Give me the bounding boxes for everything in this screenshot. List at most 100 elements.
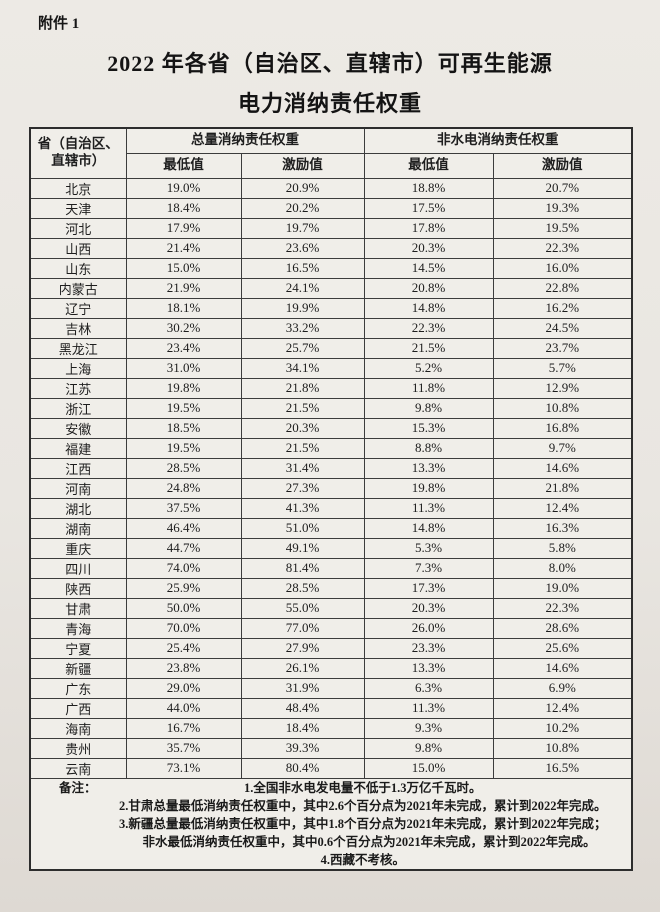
cell-nonhydro-min: 17.8% xyxy=(363,217,494,239)
cell-nonhydro-incentive: 21.8% xyxy=(492,477,633,499)
header-province: 省（自治区、直辖市） xyxy=(29,127,127,179)
cell-total-incentive: 77.0% xyxy=(240,617,365,639)
note-line: 2.甘肃总量最低消纳责任权重中，其中2.6个百分点为2021年未完成，累计到20… xyxy=(119,798,607,813)
cell-total-min: 19.0% xyxy=(125,177,242,199)
cell-province: 甘肃 xyxy=(29,597,127,619)
notes-row: 备注： 1.全国非水电发电量不低于1.3万亿千瓦时。 2.甘肃总量最低消纳责任权重… xyxy=(29,777,633,870)
cell-total-min: 18.5% xyxy=(125,417,242,439)
cell-nonhydro-min: 21.5% xyxy=(363,337,494,359)
cell-nonhydro-incentive: 22.3% xyxy=(492,237,633,259)
cell-nonhydro-incentive: 19.5% xyxy=(492,217,633,239)
header-group-total: 总量消纳责任权重 xyxy=(125,127,365,154)
table-row: 陕西 25.9% 28.5% 17.3% 19.0% xyxy=(29,577,633,599)
table-row: 广西 44.0% 48.4% 11.3% 12.4% xyxy=(29,697,633,719)
cell-nonhydro-min: 15.3% xyxy=(363,417,494,439)
cell-total-incentive: 21.8% xyxy=(240,377,365,399)
table-row: 重庆 44.7% 49.1% 5.3% 5.8% xyxy=(29,537,633,559)
cell-province: 四川 xyxy=(29,557,127,579)
table-row: 福建 19.5% 21.5% 8.8% 9.7% xyxy=(29,437,633,459)
header-nonhydro-min: 最低值 xyxy=(363,152,494,179)
cell-province: 云南 xyxy=(29,757,127,779)
cell-province: 陕西 xyxy=(29,577,127,599)
cell-total-incentive: 20.9% xyxy=(240,177,365,199)
cell-nonhydro-min: 5.2% xyxy=(363,357,494,379)
cell-nonhydro-incentive: 16.8% xyxy=(492,417,633,439)
cell-total-incentive: 26.1% xyxy=(240,657,365,679)
cell-total-incentive: 51.0% xyxy=(240,517,365,539)
header-total-incentive: 激励值 xyxy=(240,152,365,179)
cell-province: 江西 xyxy=(29,457,127,479)
cell-nonhydro-min: 14.8% xyxy=(363,297,494,319)
table-row: 北京 19.0% 20.9% 18.8% 20.7% xyxy=(29,177,633,199)
cell-province: 湖南 xyxy=(29,517,127,539)
cell-nonhydro-min: 7.3% xyxy=(363,557,494,579)
cell-province: 河南 xyxy=(29,477,127,499)
cell-nonhydro-min: 11.8% xyxy=(363,377,494,399)
cell-total-min: 37.5% xyxy=(125,497,242,519)
cell-nonhydro-incentive: 6.9% xyxy=(492,677,633,699)
notes: 备注： 1.全国非水电发电量不低于1.3万亿千瓦时。 2.甘肃总量最低消纳责任权重… xyxy=(33,779,629,869)
cell-nonhydro-min: 18.8% xyxy=(363,177,494,199)
table-row: 浙江 19.5% 21.5% 9.8% 10.8% xyxy=(29,397,633,419)
weights-table: 省（自治区、直辖市） 总量消纳责任权重 非水电消纳责任权重 最低值 激励值 最低… xyxy=(29,127,633,871)
cell-nonhydro-incentive: 12.4% xyxy=(492,497,633,519)
cell-nonhydro-min: 9.8% xyxy=(363,737,494,759)
cell-total-incentive: 27.3% xyxy=(240,477,365,499)
cell-province: 宁夏 xyxy=(29,637,127,659)
cell-nonhydro-incentive: 28.6% xyxy=(492,617,633,639)
cell-province: 广西 xyxy=(29,697,127,719)
cell-province: 上海 xyxy=(29,357,127,379)
cell-nonhydro-incentive: 9.7% xyxy=(492,437,633,459)
cell-total-incentive: 20.2% xyxy=(240,197,365,219)
cell-nonhydro-incentive: 16.5% xyxy=(492,757,633,779)
table-row: 青海 70.0% 77.0% 26.0% 28.6% xyxy=(29,617,633,639)
cell-total-min: 23.4% xyxy=(125,337,242,359)
cell-total-min: 30.2% xyxy=(125,317,242,339)
notes-body: 1.全国非水电发电量不低于1.3万亿千瓦时。 2.甘肃总量最低消纳责任权重中，其中… xyxy=(97,779,629,869)
table-row: 贵州 35.7% 39.3% 9.8% 10.8% xyxy=(29,737,633,759)
cell-nonhydro-incentive: 24.5% xyxy=(492,317,633,339)
cell-nonhydro-min: 17.5% xyxy=(363,197,494,219)
cell-nonhydro-min: 6.3% xyxy=(363,677,494,699)
cell-total-incentive: 28.5% xyxy=(240,577,365,599)
header-group-nonhydro: 非水电消纳责任权重 xyxy=(363,127,633,154)
cell-nonhydro-min: 20.3% xyxy=(363,237,494,259)
cell-nonhydro-min: 14.8% xyxy=(363,517,494,539)
cell-nonhydro-incentive: 5.8% xyxy=(492,537,633,559)
table-row: 黑龙江 23.4% 25.7% 21.5% 23.7% xyxy=(29,337,633,359)
cell-total-min: 19.5% xyxy=(125,437,242,459)
table-row: 上海 31.0% 34.1% 5.2% 5.7% xyxy=(29,357,633,379)
table-row: 云南 73.1% 80.4% 15.0% 16.5% xyxy=(29,757,633,779)
cell-total-incentive: 18.4% xyxy=(240,717,365,739)
cell-total-min: 18.4% xyxy=(125,197,242,219)
document-title-line1: 2022 年各省（自治区、直辖市）可再生能源 xyxy=(107,51,553,76)
cell-nonhydro-incentive: 12.4% xyxy=(492,697,633,719)
cell-total-min: 24.8% xyxy=(125,477,242,499)
table-row: 江苏 19.8% 21.8% 11.8% 12.9% xyxy=(29,377,633,399)
cell-nonhydro-incentive: 16.0% xyxy=(492,257,633,279)
cell-total-min: 21.9% xyxy=(125,277,242,299)
cell-province: 山西 xyxy=(29,237,127,259)
header-row-sub: 最低值 激励值 最低值 激励值 xyxy=(30,152,633,179)
cell-province: 浙江 xyxy=(29,397,127,419)
cell-nonhydro-min: 20.8% xyxy=(363,277,494,299)
cell-total-min: 21.4% xyxy=(125,237,242,259)
cell-province: 安徽 xyxy=(29,417,127,439)
cell-nonhydro-incentive: 5.7% xyxy=(492,357,633,379)
cell-nonhydro-min: 14.5% xyxy=(363,257,494,279)
cell-total-min: 16.7% xyxy=(125,717,242,739)
header-row-groups: 省（自治区、直辖市） 总量消纳责任权重 非水电消纳责任权重 xyxy=(29,127,633,179)
cell-total-min: 46.4% xyxy=(125,517,242,539)
cell-total-incentive: 21.5% xyxy=(240,437,365,459)
cell-total-incentive: 34.1% xyxy=(240,357,365,379)
table-row: 河北 17.9% 19.7% 17.8% 19.5% xyxy=(29,217,633,239)
table-row: 内蒙古 21.9% 24.1% 20.8% 22.8% xyxy=(29,277,633,299)
cell-total-min: 44.0% xyxy=(125,697,242,719)
cell-total-min: 28.5% xyxy=(125,457,242,479)
cell-total-incentive: 19.7% xyxy=(240,217,365,239)
cell-total-incentive: 24.1% xyxy=(240,277,365,299)
cell-total-incentive: 39.3% xyxy=(240,737,365,759)
cell-nonhydro-min: 15.0% xyxy=(363,757,494,779)
cell-province: 江苏 xyxy=(29,377,127,399)
cell-total-min: 25.4% xyxy=(125,637,242,659)
